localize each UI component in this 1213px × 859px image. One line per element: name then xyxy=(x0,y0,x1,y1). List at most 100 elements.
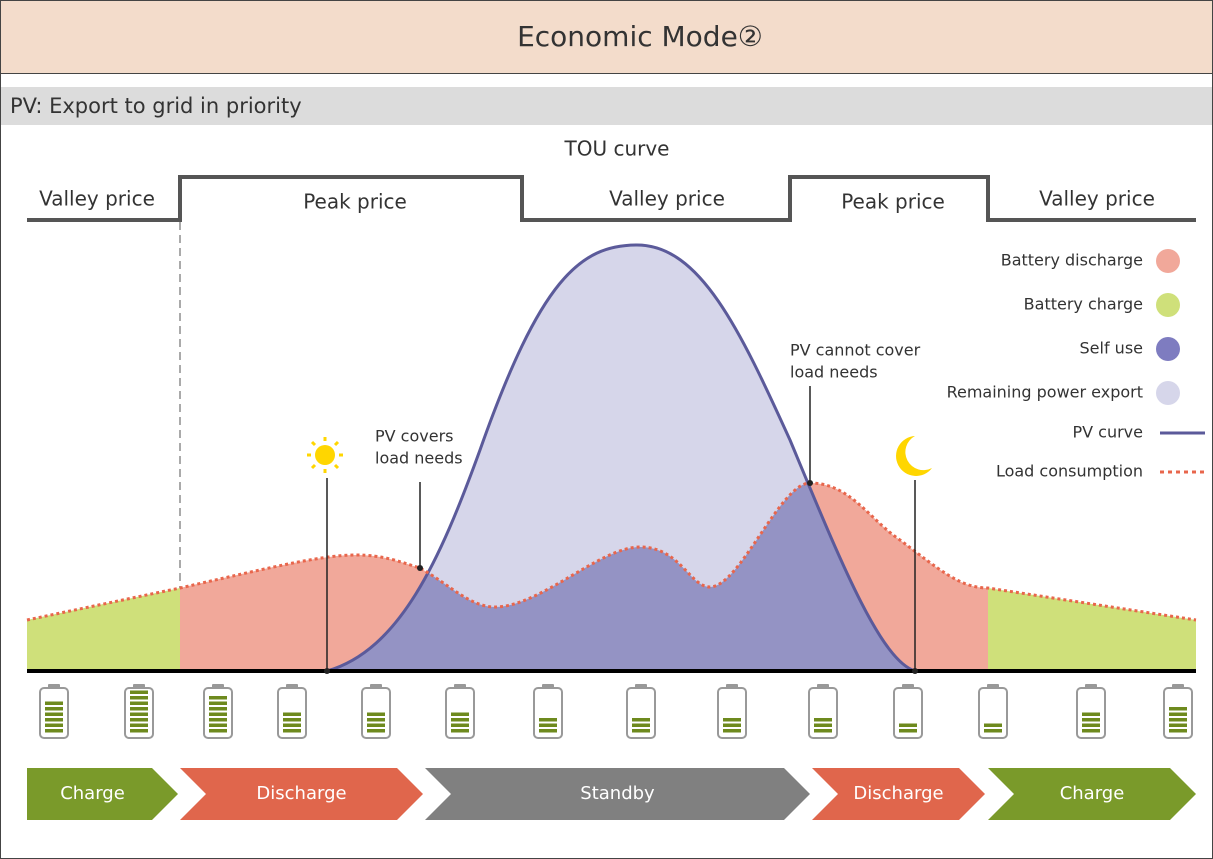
battery-icon xyxy=(203,684,233,739)
battery-level xyxy=(1169,707,1187,711)
battery-level xyxy=(984,729,1002,733)
stage-label: Discharge xyxy=(853,783,943,804)
battery-charge-area xyxy=(27,588,180,671)
subtitle: PV: Export to grid in priority xyxy=(10,94,302,118)
battery-level xyxy=(130,701,148,705)
battery-icon xyxy=(533,684,563,739)
legend-swatch xyxy=(1156,381,1180,405)
battery-icon xyxy=(361,684,391,739)
annotation: load needs xyxy=(790,363,878,382)
period-label: Valley price xyxy=(609,187,725,211)
battery-level xyxy=(723,718,741,722)
legend-label: Remaining power export xyxy=(947,383,1143,402)
battery-icon xyxy=(445,684,475,739)
battery-level xyxy=(539,718,557,722)
battery-level xyxy=(723,723,741,727)
stage-label: Standby xyxy=(580,783,655,804)
battery-icon xyxy=(626,684,656,739)
battery-level xyxy=(209,707,227,711)
sun xyxy=(307,437,343,473)
battery-level xyxy=(539,729,557,733)
battery-level xyxy=(632,718,650,722)
battery-level xyxy=(451,712,469,716)
battery-level xyxy=(209,712,227,716)
battery-level xyxy=(367,723,385,727)
battery-level xyxy=(45,729,63,733)
stage-arrow xyxy=(988,768,1196,820)
stage-arrow xyxy=(180,768,423,820)
battery-level xyxy=(814,718,832,722)
battery-icon xyxy=(978,684,1008,739)
battery-level xyxy=(539,723,557,727)
battery-icon xyxy=(893,684,923,739)
battery-level xyxy=(814,723,832,727)
stage-label: Charge xyxy=(1060,783,1125,804)
period-label: Peak price xyxy=(303,190,407,214)
battery-level xyxy=(130,729,148,733)
battery-level xyxy=(45,712,63,716)
stage-arrow xyxy=(425,768,810,820)
battery-level xyxy=(367,729,385,733)
period-label: Peak price xyxy=(841,190,945,214)
battery-level xyxy=(1082,712,1100,716)
legend-swatch xyxy=(1156,249,1180,273)
battery-level xyxy=(45,718,63,722)
battery-level xyxy=(1082,729,1100,733)
annotation: load needs xyxy=(375,449,463,468)
battery-level xyxy=(45,723,63,727)
moon xyxy=(896,436,932,476)
battery-level xyxy=(1082,723,1100,727)
battery-level xyxy=(1169,729,1187,733)
battery-level xyxy=(1169,718,1187,722)
battery-level xyxy=(45,701,63,705)
battery-level xyxy=(130,696,148,700)
battery-level xyxy=(283,712,301,716)
battery-icon xyxy=(277,684,307,739)
battery-level xyxy=(283,723,301,727)
stage-label: Discharge xyxy=(256,783,346,804)
stage-arrow xyxy=(27,768,178,820)
period-label: Valley price xyxy=(39,187,155,211)
annotation: PV covers xyxy=(375,427,454,446)
pv-curve xyxy=(326,243,916,673)
battery-level xyxy=(130,718,148,722)
legend-label: PV curve xyxy=(1072,423,1143,442)
battery-level xyxy=(984,723,1002,727)
battery-level xyxy=(723,729,741,733)
battery-icon xyxy=(717,684,747,739)
legend-swatch xyxy=(1156,293,1180,317)
battery-level xyxy=(1082,718,1100,722)
battery-level xyxy=(283,718,301,722)
battery-level xyxy=(899,723,917,727)
battery-icon xyxy=(39,684,69,739)
battery-level xyxy=(632,729,650,733)
battery-level xyxy=(130,723,148,727)
battery-level xyxy=(209,701,227,705)
battery-level xyxy=(1169,712,1187,716)
battery-level xyxy=(283,729,301,733)
battery-level xyxy=(367,718,385,722)
title: Economic Mode② xyxy=(517,20,763,53)
battery-level xyxy=(1169,723,1187,727)
battery-level xyxy=(367,712,385,716)
battery-level xyxy=(209,718,227,722)
tou-line xyxy=(27,175,1196,222)
period-label: Valley price xyxy=(1039,187,1155,211)
load-curve xyxy=(26,481,1197,622)
legend-label: Battery charge xyxy=(1024,295,1143,314)
battery-level xyxy=(451,729,469,733)
header-band xyxy=(0,0,1213,74)
battery-icon xyxy=(1076,684,1106,739)
battery-level xyxy=(130,707,148,711)
battery-icon xyxy=(124,684,154,739)
legend-label: Self use xyxy=(1080,339,1143,358)
annotation: PV cannot cover xyxy=(790,341,921,360)
battery-level xyxy=(209,696,227,700)
battery-level xyxy=(130,712,148,716)
battery-level xyxy=(451,723,469,727)
battery-icon xyxy=(1163,684,1193,739)
stage-arrow xyxy=(812,768,985,820)
battery-level xyxy=(45,707,63,711)
stage-label: Charge xyxy=(60,783,125,804)
